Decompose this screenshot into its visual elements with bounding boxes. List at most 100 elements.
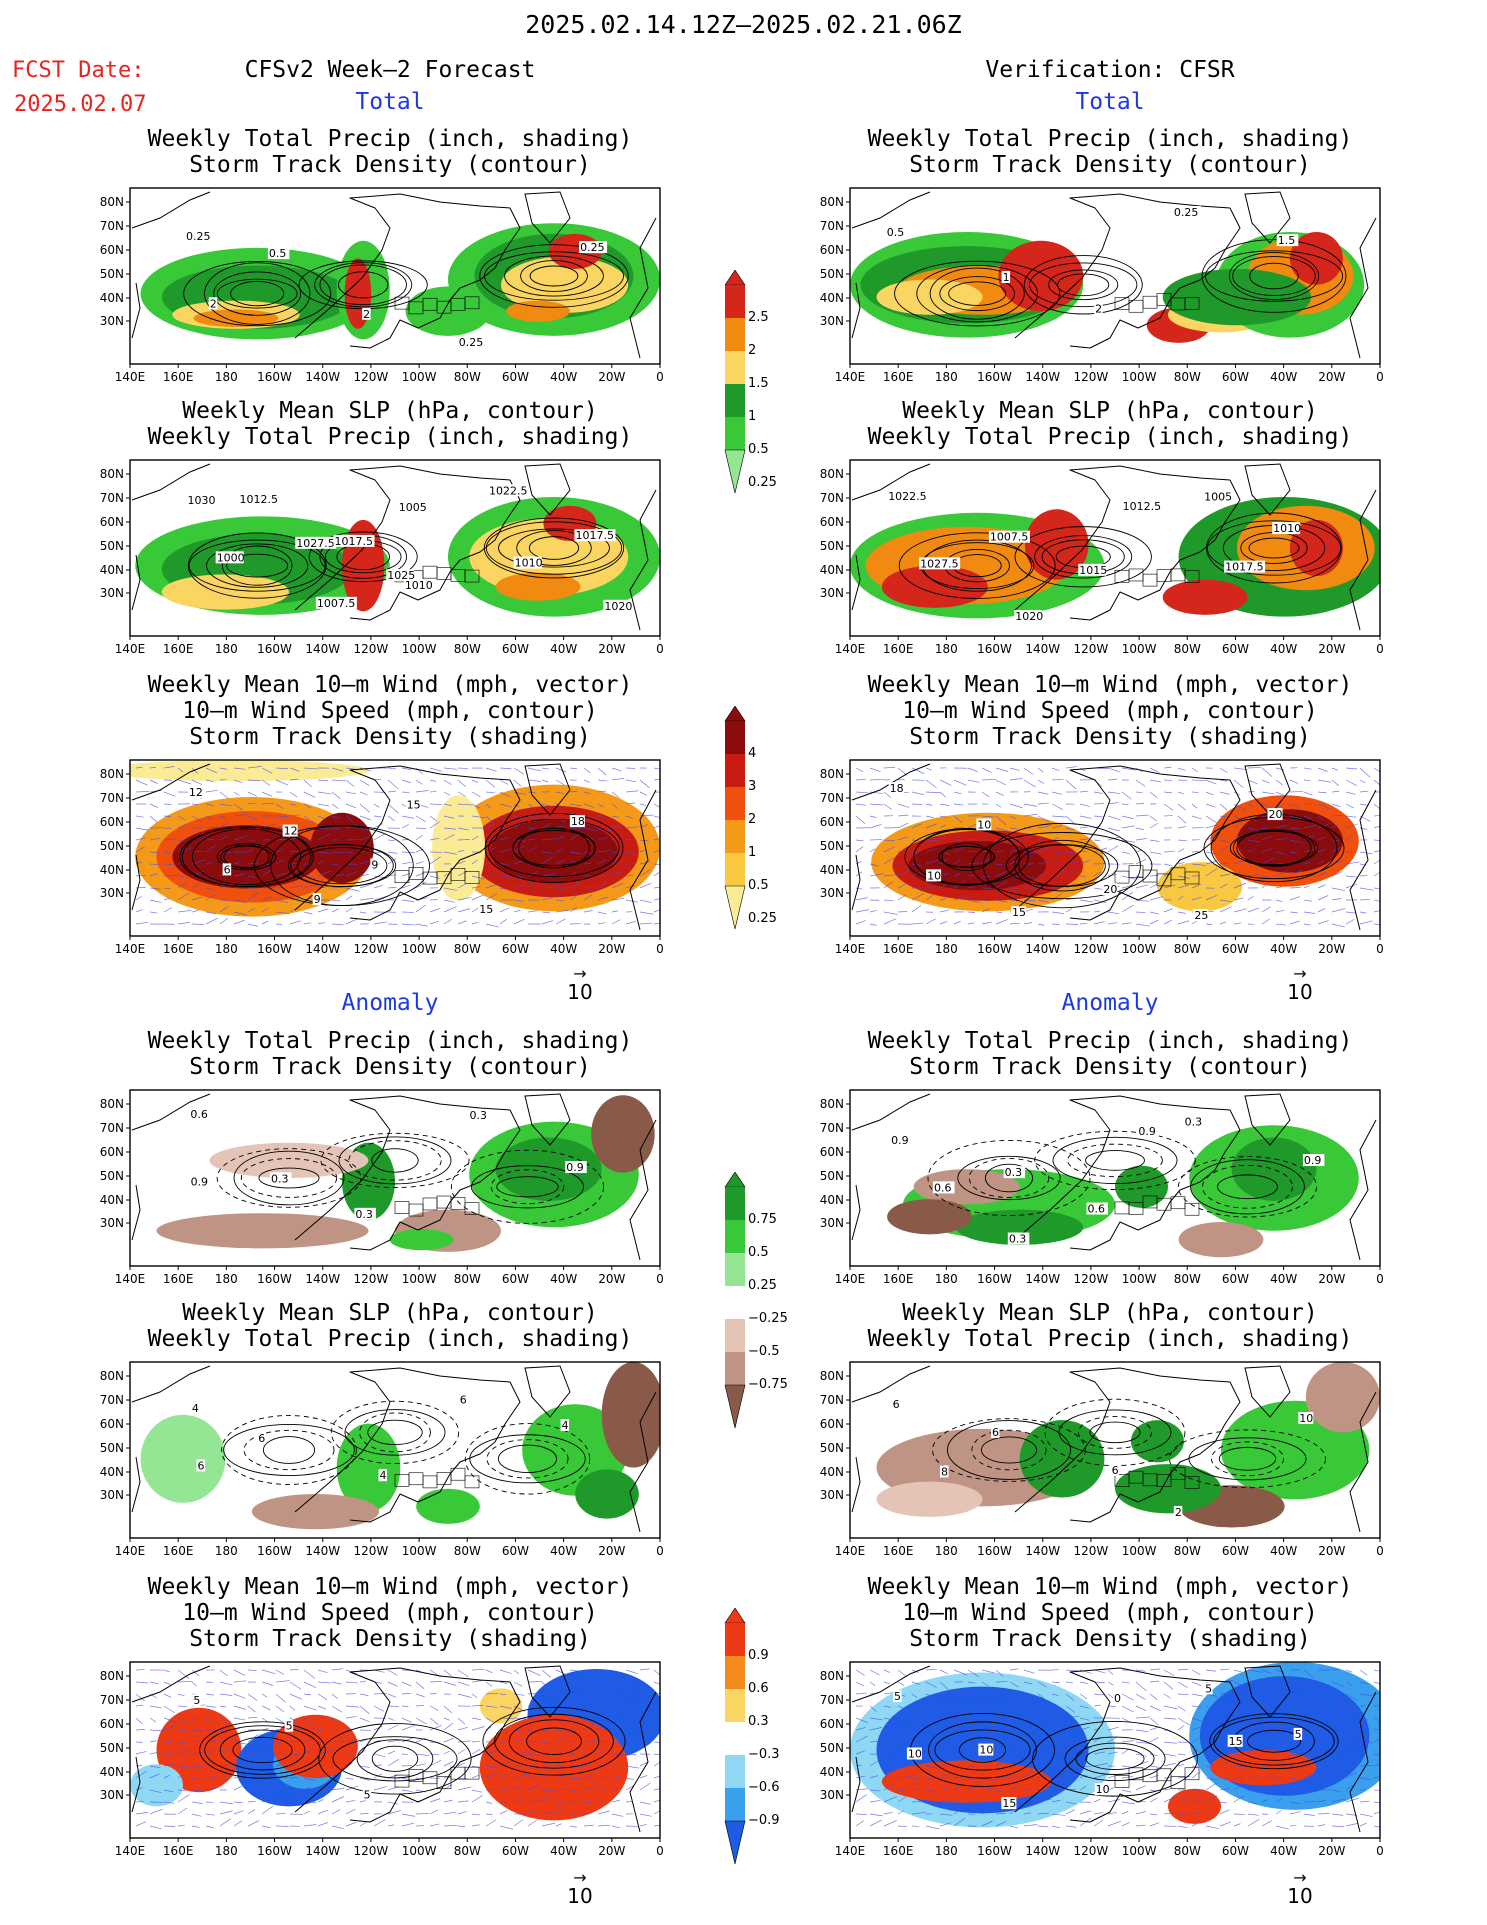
contour-label-bg [295, 536, 337, 549]
contour-label: 0.3 [355, 1208, 373, 1221]
contour-label: 1.5 [1278, 234, 1296, 247]
contour-label-bg [1001, 270, 1011, 283]
lat-tick-label: 80N [820, 195, 844, 209]
right-total-label: Total [1075, 89, 1145, 115]
colorbar-label: 0.5 [748, 878, 769, 893]
colorbar-label: 2 [748, 812, 757, 827]
contour-label: 1025 [387, 569, 415, 582]
contour-label-bg [990, 1425, 1000, 1438]
f-wind-anom-svg: 5 5 5 80N 70N 60N 50N 40N 30N 140E 160E 180 160W 140W… [100, 1661, 663, 1858]
contour-label-bg [333, 534, 375, 547]
lon-tick-label: 40W [1270, 1272, 1297, 1286]
colorbar-label: 0.25 [748, 475, 777, 490]
contour-label-bg [603, 599, 632, 612]
lon-tick-label: 40W [550, 1272, 577, 1286]
lat-tick-label: 50N [100, 267, 124, 281]
lon-tick-label: 180 [935, 1844, 958, 1858]
lat-tick-label: 80N [100, 1669, 124, 1683]
lon-tick-label: 40W [550, 642, 577, 656]
lat-tick-label: 50N [820, 539, 844, 553]
contour-label-bg [378, 1469, 388, 1482]
contour-label-bg [192, 1694, 201, 1707]
f-wind-total-map: 12 12 9 15 18 6 9 15 80N 70N 60N 50N 40N 30N 140E 160E 1… [88, 758, 663, 963]
contour-label-bg [1302, 1154, 1325, 1167]
contour-label: 1007.5 [990, 531, 1029, 544]
lon-tick-label: 140E [115, 1544, 146, 1558]
lat-tick-label: 80N [100, 1097, 124, 1111]
shade-region [1168, 1788, 1221, 1824]
contour-label: 9 [371, 858, 378, 871]
contour-label-bg [405, 798, 421, 811]
lon-tick-label: 20W [1318, 942, 1345, 956]
colorbar-swatch [725, 820, 745, 853]
contour-label-bg [887, 490, 929, 503]
contour-label: 1005 [1204, 491, 1232, 504]
lon-tick-label: 80W [1174, 370, 1201, 384]
lat-tick-label: 40N [820, 1765, 844, 1779]
colorbar-swatch [725, 1286, 745, 1319]
lon-tick-label: 0 [1376, 1544, 1383, 1558]
colorbar-label: −0.75 [748, 1377, 788, 1392]
lon-tick-label: 160W [257, 1272, 292, 1286]
lon-tick-label: 140W [305, 1844, 340, 1858]
lon-tick-label: 160E [883, 370, 914, 384]
shade-region [156, 1213, 369, 1249]
colorbar-label: 3 [748, 779, 757, 794]
lat-tick-label: 30N [100, 1788, 124, 1802]
lon-tick-label: 0 [656, 370, 663, 384]
shade-region [495, 1137, 602, 1201]
contour-label: 15 [479, 903, 493, 916]
contour-label: 6 [1112, 1464, 1119, 1477]
lat-tick-label: 60N [820, 815, 844, 829]
contour-label: 1012.5 [239, 493, 278, 506]
colorbar-svg [724, 1607, 746, 1865]
lat-tick-label: 50N [820, 1169, 844, 1183]
contour-label: 6 [258, 1432, 265, 1445]
v-precip-anom-svg: 0.9 0.3 0.6 0.3 0.9 0.6 0.3 0.9 80N 70N 60N 50N 40N 3… [820, 1089, 1383, 1286]
shade-region [1231, 1137, 1317, 1201]
contour-label-bg [1014, 609, 1043, 622]
lon-tick-label: 60W [502, 642, 529, 656]
lon-tick-label: 180 [215, 942, 238, 956]
v-slp-total-map: 1022.5 1007.5 1015 1005 1010 1027.5 1020 1012.5… [808, 458, 1383, 663]
v-wind-anom-title: Weekly Mean 10–m Wind (mph, vector) 10–m … [867, 1574, 1353, 1652]
lat-tick-label: 50N [100, 1169, 124, 1183]
lat-tick-label: 30N [100, 586, 124, 600]
v-wind-total-title: Weekly Mean 10–m Wind (mph, vector) 10–m … [867, 672, 1353, 750]
lon-tick-label: 60W [1222, 942, 1249, 956]
contour-label: 1017.5 [335, 535, 374, 548]
contour-label-bg [362, 1788, 372, 1801]
lon-tick-label: 60W [502, 942, 529, 956]
lat-tick-label: 30N [820, 1216, 844, 1230]
contour-label-bg [315, 596, 357, 609]
lon-tick-label: 100W [1122, 370, 1157, 384]
contour-label-bg [269, 1172, 292, 1185]
colorbar-label: 0.6 [748, 1681, 769, 1696]
lat-tick-label: 70N [820, 791, 844, 805]
lon-tick-label: 160E [163, 942, 194, 956]
contour-label: 18 [890, 782, 904, 795]
contour-label: 10 [908, 1748, 922, 1761]
lat-tick-label: 30N [100, 1216, 124, 1230]
lon-tick-label: 60W [1222, 1272, 1249, 1286]
shade-region [575, 1469, 639, 1519]
contour-label-bg [888, 782, 904, 795]
lat-tick-label: 40N [820, 1465, 844, 1479]
shade-region [310, 812, 374, 884]
lon-tick-label: 0 [1376, 1844, 1383, 1858]
v-slp-total-title: Weekly Mean SLP (hPa, contour) Weekly Tot… [867, 398, 1353, 450]
lat-tick-label: 70N [100, 1121, 124, 1135]
v-slp-anom-title: Weekly Mean SLP (hPa, contour) Weekly Tot… [867, 1300, 1353, 1352]
contour-label-bg [906, 1747, 922, 1760]
f-precip-anom-svg: 0.6 0.3 0.3 0.3 0.9 0.9 80N 70N 60N 50N 40N 30N 140E… [100, 1089, 663, 1286]
contour-label: 5 [286, 1720, 293, 1733]
lon-tick-label: 160W [977, 1544, 1012, 1558]
shade-region [193, 309, 279, 328]
lon-tick-label: 160W [257, 942, 292, 956]
lat-tick-label: 70N [100, 1693, 124, 1707]
lon-tick-label: 160E [163, 1544, 194, 1558]
lon-tick-label: 140E [835, 1272, 866, 1286]
contour-label: 10 [1299, 1412, 1313, 1425]
colorbar-swatch [725, 1623, 745, 1656]
lon-tick-label: 180 [215, 1272, 238, 1286]
